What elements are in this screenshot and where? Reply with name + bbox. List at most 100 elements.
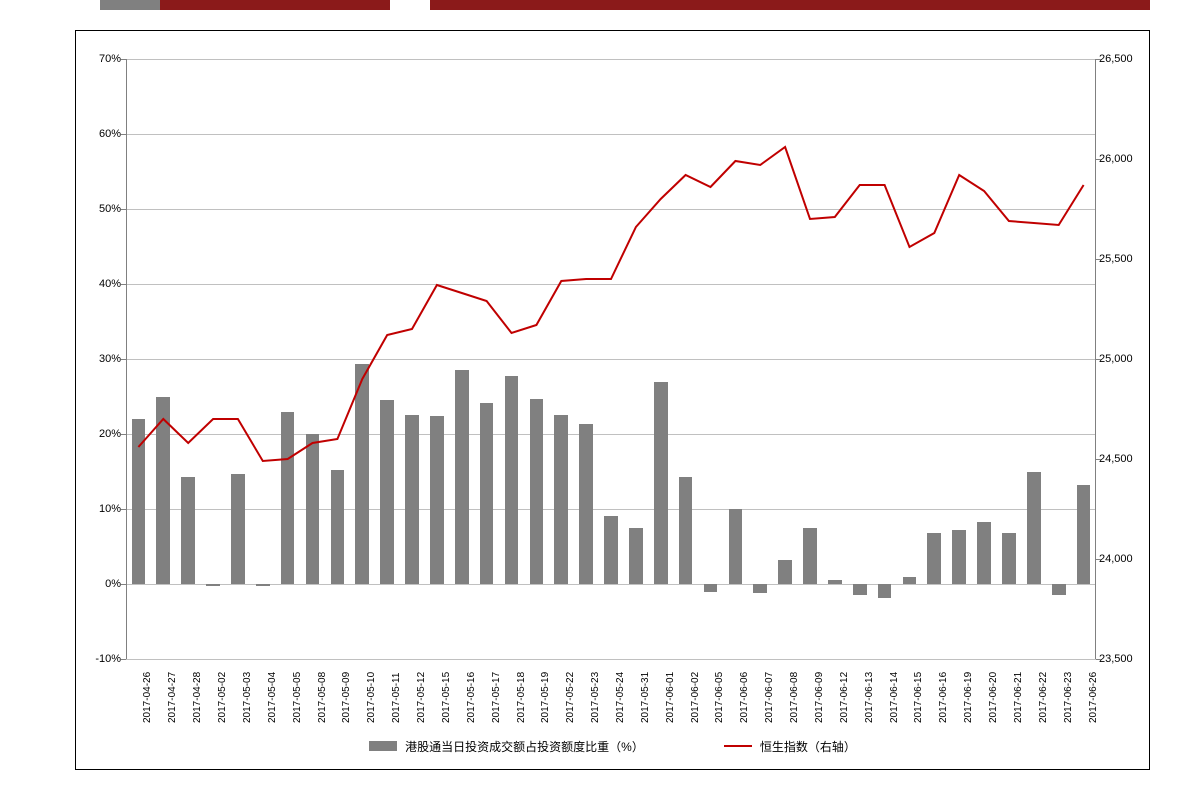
legend-item-line: 恒生指数（右轴） <box>724 738 856 755</box>
bar <box>281 412 295 585</box>
bar <box>480 403 494 585</box>
tick-mark <box>121 284 126 285</box>
bar <box>156 397 170 585</box>
bar <box>430 416 444 584</box>
tick-mark <box>1096 159 1101 160</box>
tick-mark <box>121 584 126 585</box>
bar <box>753 584 767 593</box>
x-label: 2017-06-13 <box>864 672 875 723</box>
tick-mark <box>121 209 126 210</box>
bar <box>604 516 618 584</box>
y-left-tick: 0% <box>105 578 121 590</box>
y-left-tick: 50% <box>99 203 121 215</box>
x-label: 2017-04-26 <box>142 672 153 723</box>
bar <box>1002 533 1016 584</box>
x-label: 2017-06-20 <box>988 672 999 723</box>
x-label: 2017-06-23 <box>1063 672 1074 723</box>
bar <box>803 528 817 584</box>
bar <box>579 424 593 585</box>
x-label: 2017-06-07 <box>764 672 775 723</box>
y-left-tick: 10% <box>99 503 121 515</box>
bar <box>181 477 195 584</box>
x-label: 2017-05-04 <box>267 672 278 723</box>
x-label: 2017-05-05 <box>292 672 303 723</box>
y-left-tick: 20% <box>99 428 121 440</box>
bar <box>853 584 867 595</box>
bar <box>132 419 146 584</box>
y-left-tick: -10% <box>95 653 121 665</box>
bar <box>206 584 220 586</box>
header-decoration <box>0 0 1191 14</box>
y-right-tick: 24,500 <box>1099 453 1133 465</box>
x-label: 2017-06-22 <box>1038 672 1049 723</box>
x-label: 2017-06-06 <box>739 672 750 723</box>
bar <box>878 584 892 598</box>
x-label: 2017-05-22 <box>565 672 576 723</box>
tick-mark <box>1096 659 1101 660</box>
x-label: 2017-04-28 <box>192 672 203 723</box>
x-label: 2017-06-05 <box>714 672 725 723</box>
bar <box>505 376 519 585</box>
y-right-tick: 23,500 <box>1099 653 1133 665</box>
bar <box>977 522 991 584</box>
x-label: 2017-05-03 <box>242 672 253 723</box>
bar <box>331 470 345 584</box>
legend-bar-label: 港股通当日投资成交额占投资额度比重（%） <box>405 738 644 755</box>
bar <box>778 560 792 584</box>
y-right-tick: 25,000 <box>1099 353 1133 365</box>
bar <box>355 364 369 584</box>
x-label: 2017-06-19 <box>963 672 974 723</box>
bar <box>629 528 643 584</box>
header-bar-red-1 <box>160 0 390 10</box>
x-label: 2017-05-31 <box>640 672 651 723</box>
bar <box>306 434 320 584</box>
x-label: 2017-06-08 <box>789 672 800 723</box>
bar <box>256 584 270 586</box>
x-label: 2017-06-14 <box>889 672 900 723</box>
legend-swatch-line <box>724 745 752 747</box>
bar <box>1027 472 1041 585</box>
x-label: 2017-06-01 <box>665 672 676 723</box>
y-right-tick: 26,000 <box>1099 153 1133 165</box>
legend-line-label: 恒生指数（右轴） <box>760 738 856 755</box>
y-right-tick: 26,500 <box>1099 53 1133 65</box>
tick-mark <box>121 659 126 660</box>
x-label: 2017-05-12 <box>416 672 427 723</box>
bar <box>654 382 668 585</box>
y-right-tick: 24,000 <box>1099 553 1133 565</box>
x-label: 2017-06-26 <box>1088 672 1099 723</box>
x-label: 2017-04-27 <box>167 672 178 723</box>
chart-container: -10%0%10%20%30%40%50%60%70% 23,50024,000… <box>75 30 1150 770</box>
tick-mark <box>1096 459 1101 460</box>
bar <box>952 530 966 584</box>
bar <box>1077 485 1091 584</box>
x-label: 2017-06-15 <box>913 672 924 723</box>
plot-area <box>126 59 1096 659</box>
header-bar-gray <box>100 0 160 10</box>
y-axis-left: -10%0%10%20%30%40%50%60%70% <box>76 59 126 659</box>
y-left-tick: 30% <box>99 353 121 365</box>
tick-mark <box>1096 359 1101 360</box>
bar <box>455 370 469 584</box>
bar <box>679 477 693 584</box>
x-label: 2017-06-21 <box>1013 672 1024 723</box>
x-label: 2017-06-12 <box>839 672 850 723</box>
tick-mark <box>1096 259 1101 260</box>
x-label: 2017-05-11 <box>391 673 402 723</box>
x-label: 2017-05-15 <box>441 672 452 723</box>
x-label: 2017-05-23 <box>590 672 601 723</box>
tick-mark <box>121 59 126 60</box>
tick-mark <box>121 134 126 135</box>
tick-mark <box>1096 559 1101 560</box>
x-label: 2017-05-19 <box>540 672 551 723</box>
bar <box>554 415 568 584</box>
bar <box>231 474 245 584</box>
legend: 港股通当日投资成交额占投资额度比重（%） 恒生指数（右轴） <box>76 735 1149 757</box>
y-left-tick: 40% <box>99 278 121 290</box>
bar <box>729 509 743 584</box>
x-label: 2017-05-09 <box>341 672 352 723</box>
x-label: 2017-05-17 <box>491 672 502 723</box>
bar <box>1052 584 1066 595</box>
tick-mark <box>1096 59 1101 60</box>
y-left-tick: 60% <box>99 128 121 140</box>
